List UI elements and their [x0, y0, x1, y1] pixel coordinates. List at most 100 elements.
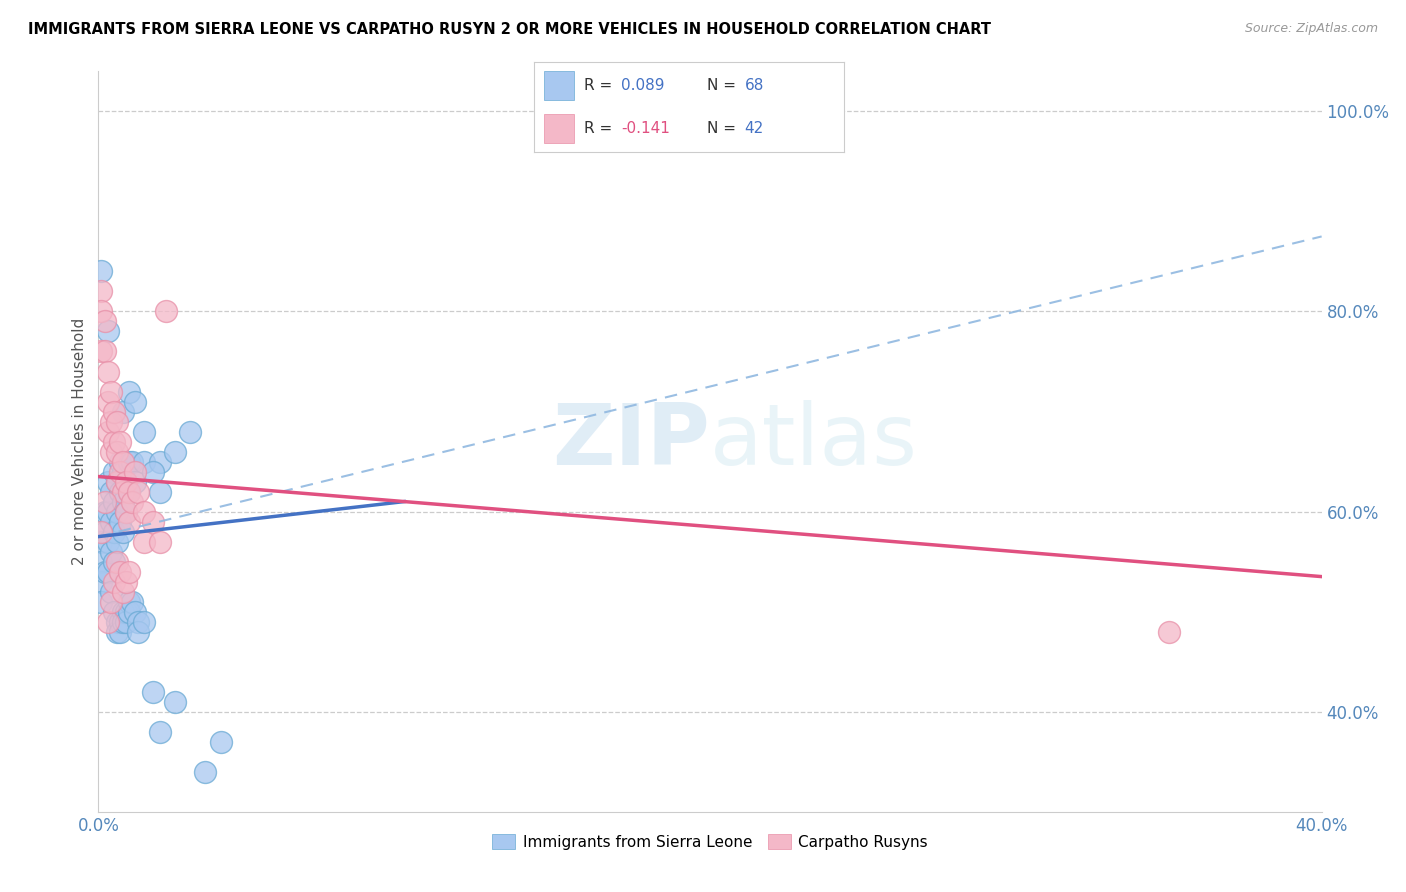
Point [103, 404, 125, 418]
Point [103, 555, 125, 569]
Point [103, 465, 125, 479]
Legend: Immigrants from Sierra Leone, Carpatho Rusyns: Immigrants from Sierra Leone, Carpatho R… [486, 828, 934, 856]
Point [105, 615, 128, 629]
Point [108, 624, 131, 639]
Point [105, 415, 128, 429]
Point [93, 565, 115, 579]
Point [105, 505, 128, 519]
Point [124, 605, 146, 619]
Point [97, 565, 120, 579]
Point [111, 605, 134, 619]
Point [209, 734, 232, 748]
Text: IMMIGRANTS FROM SIERRA LEONE VS CARPATHO RUSYN 2 OR MORE VEHICLES IN HOUSEHOLD C: IMMIGRANTS FROM SIERRA LEONE VS CARPATHO… [28, 22, 991, 37]
Point [90, 594, 112, 608]
Point [108, 515, 131, 529]
Point [97, 475, 120, 489]
Point [115, 505, 138, 519]
Point [118, 484, 141, 499]
Point [90, 304, 112, 318]
Point [124, 475, 146, 489]
Point [100, 384, 122, 399]
Point [108, 454, 131, 468]
Point [100, 594, 122, 608]
Point [103, 574, 125, 589]
Point [115, 475, 138, 489]
Text: 0.089: 0.089 [621, 78, 665, 93]
Point [93, 524, 115, 539]
Point [111, 494, 134, 508]
Point [118, 515, 141, 529]
Point [134, 454, 156, 468]
Point [97, 505, 120, 519]
Point [134, 425, 156, 439]
Point [100, 584, 122, 599]
Point [118, 384, 141, 399]
Point [115, 505, 138, 519]
Point [103, 605, 125, 619]
Text: N =: N = [707, 78, 741, 93]
Point [134, 534, 156, 549]
Point [90, 555, 112, 569]
Point [90, 524, 112, 539]
Text: Source: ZipAtlas.com: Source: ZipAtlas.com [1244, 22, 1378, 36]
Text: R =: R = [583, 78, 617, 93]
Point [111, 584, 134, 599]
Point [105, 475, 128, 489]
Point [93, 314, 115, 328]
Text: N =: N = [707, 121, 741, 136]
Text: 68: 68 [745, 78, 763, 93]
Point [118, 484, 141, 499]
Point [127, 484, 149, 499]
Point [90, 534, 112, 549]
Point [105, 624, 128, 639]
Point [100, 484, 122, 499]
Point [134, 615, 156, 629]
Point [127, 624, 149, 639]
Point [97, 394, 120, 409]
Point [100, 544, 122, 558]
Point [127, 615, 149, 629]
Point [108, 615, 131, 629]
Point [115, 615, 138, 629]
Point [97, 425, 120, 439]
Point [179, 425, 201, 439]
Point [194, 764, 217, 779]
Point [90, 344, 112, 359]
Point [142, 515, 165, 529]
Point [108, 484, 131, 499]
Point [118, 594, 141, 608]
Point [124, 394, 146, 409]
Point [97, 534, 120, 549]
Point [124, 465, 146, 479]
Point [100, 415, 122, 429]
Point [111, 454, 134, 468]
Point [97, 325, 120, 339]
Point [108, 565, 131, 579]
Point [108, 465, 131, 479]
Point [90, 285, 112, 299]
Point [111, 404, 134, 418]
Point [121, 494, 143, 508]
Point [111, 615, 134, 629]
Point [93, 344, 115, 359]
Point [111, 484, 134, 499]
Point [90, 264, 112, 278]
Point [97, 615, 120, 629]
Point [115, 605, 138, 619]
Point [118, 454, 141, 468]
Point [149, 534, 172, 549]
Point [149, 724, 172, 739]
Point [103, 434, 125, 449]
Point [118, 565, 141, 579]
Point [90, 574, 112, 589]
FancyBboxPatch shape [544, 114, 575, 143]
Point [100, 515, 122, 529]
Point [1157, 624, 1180, 639]
Point [100, 444, 122, 458]
Y-axis label: 2 or more Vehicles in Household: 2 or more Vehicles in Household [72, 318, 87, 566]
FancyBboxPatch shape [544, 71, 575, 100]
Point [163, 695, 186, 709]
Point [149, 454, 172, 468]
Point [121, 454, 143, 468]
Point [111, 465, 134, 479]
